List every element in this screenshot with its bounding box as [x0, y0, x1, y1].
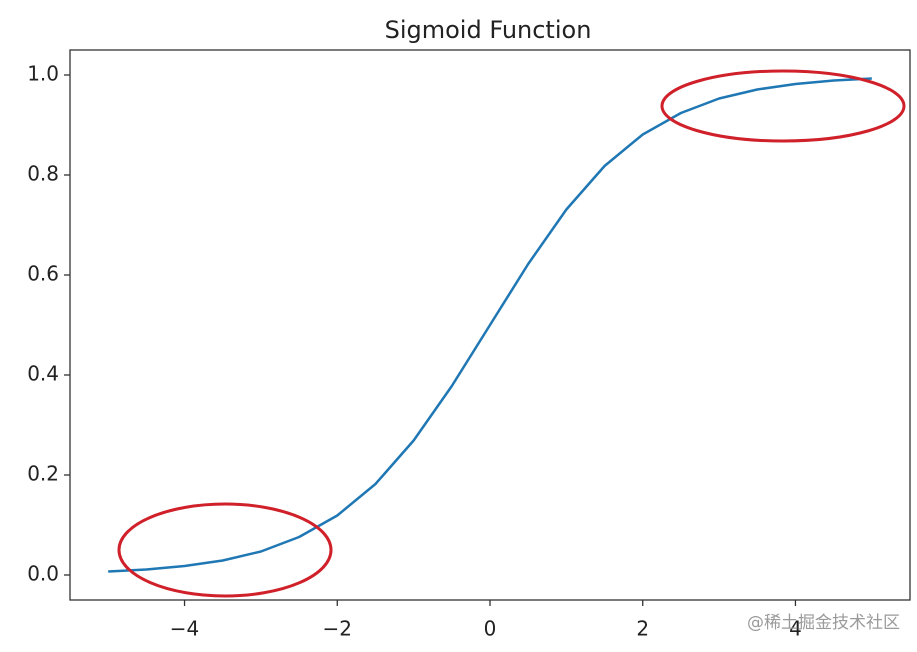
- highlight-ellipse: [117, 502, 333, 598]
- watermark: @稀土掘金技术社区: [747, 613, 900, 633]
- x-tick-label: 2: [636, 617, 649, 641]
- y-tick-label: 0.8: [27, 162, 59, 186]
- y-tick-label: 1.0: [27, 62, 59, 86]
- highlight-ellipse: [660, 69, 906, 143]
- x-tick-label: 4: [789, 617, 802, 641]
- x-tick-label: 0: [484, 617, 497, 641]
- y-tick-label: 0.4: [27, 362, 59, 386]
- x-tick-label: −2: [323, 617, 352, 641]
- x-tick-label: −4: [170, 617, 199, 641]
- y-tick-label: 0.6: [27, 262, 59, 286]
- y-tick-label: 0.0: [27, 562, 59, 586]
- chart-title: Sigmoid Function: [385, 16, 592, 44]
- y-tick-label: 0.2: [27, 462, 59, 486]
- line-series: [108, 77, 872, 573]
